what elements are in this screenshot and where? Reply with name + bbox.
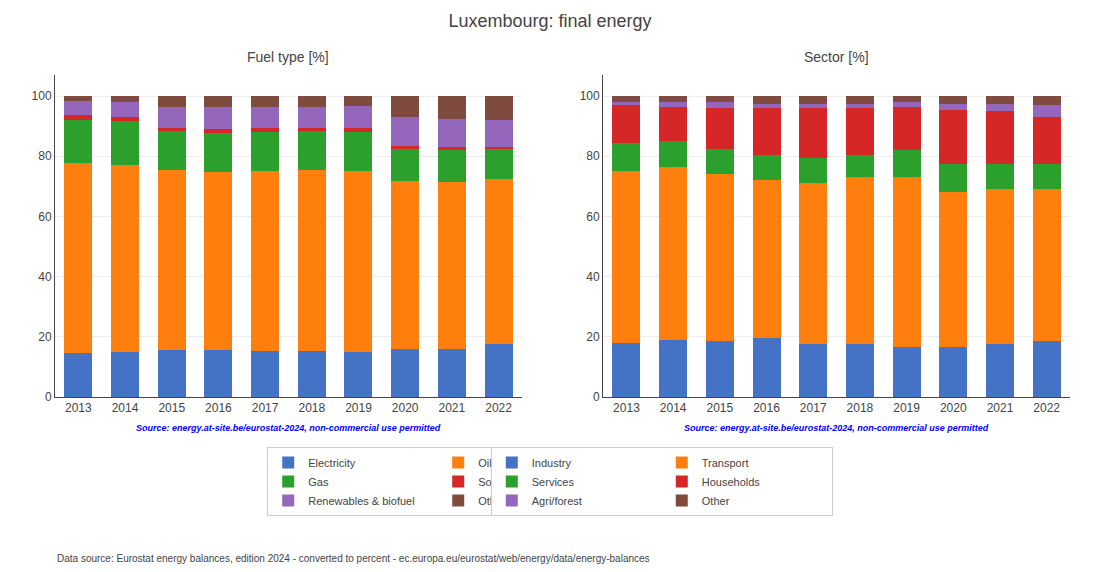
svg-text:Source: energy.at-site.be/euro: Source: energy.at-site.be/eurostat-2024,… bbox=[136, 423, 441, 433]
svg-text:Other: Other bbox=[702, 495, 730, 507]
svg-text:2018: 2018 bbox=[298, 401, 325, 415]
svg-text:Oil/petrol: Oil/petrol bbox=[478, 456, 523, 469]
svg-text:20: 20 bbox=[586, 330, 600, 344]
svg-text:Industry: Industry bbox=[532, 457, 572, 469]
svg-text:2013: 2013 bbox=[65, 401, 92, 415]
svg-text:2013: 2013 bbox=[613, 401, 640, 415]
svg-text:2022: 2022 bbox=[485, 401, 512, 415]
svg-text:Renewables & biofuel: Renewables & biofuel bbox=[308, 495, 414, 507]
svg-text:2021: 2021 bbox=[439, 401, 466, 415]
svg-text:2020: 2020 bbox=[392, 401, 419, 415]
svg-text:80: 80 bbox=[38, 149, 52, 163]
svg-text:Transport: Transport bbox=[702, 457, 749, 469]
svg-text:Gas: Gas bbox=[308, 476, 329, 488]
svg-text:2021: 2021 bbox=[987, 401, 1014, 415]
svg-text:100: 100 bbox=[32, 89, 52, 103]
svg-text:Households: Households bbox=[702, 476, 761, 488]
svg-text:0: 0 bbox=[593, 390, 600, 404]
svg-text:60: 60 bbox=[38, 210, 52, 224]
svg-text:2019: 2019 bbox=[345, 401, 372, 415]
svg-text:2015: 2015 bbox=[158, 401, 185, 415]
svg-text:Agri/forest: Agri/forest bbox=[532, 495, 582, 507]
svg-text:2016: 2016 bbox=[753, 401, 780, 415]
svg-text:Fuel type [%]: Fuel type [%] bbox=[247, 49, 329, 65]
svg-text:Sector [%]: Sector [%] bbox=[804, 49, 869, 65]
svg-text:2022: 2022 bbox=[1033, 401, 1060, 415]
svg-text:20: 20 bbox=[38, 330, 52, 344]
svg-text:2019: 2019 bbox=[893, 401, 920, 415]
svg-text:2017: 2017 bbox=[252, 401, 279, 415]
svg-text:2015: 2015 bbox=[706, 401, 733, 415]
svg-text:80: 80 bbox=[586, 149, 600, 163]
svg-text:Electricity: Electricity bbox=[308, 457, 356, 469]
svg-text:Data source: Eurostat energy b: Data source: Eurostat energy balances, e… bbox=[57, 553, 650, 564]
svg-text:2014: 2014 bbox=[112, 401, 139, 415]
svg-text:40: 40 bbox=[38, 270, 52, 284]
svg-text:2018: 2018 bbox=[847, 401, 874, 415]
svg-text:Luxembourg: final energy: Luxembourg: final energy bbox=[448, 11, 651, 31]
svg-text:100: 100 bbox=[580, 89, 600, 103]
svg-text:2017: 2017 bbox=[800, 401, 827, 415]
svg-text:Services: Services bbox=[532, 476, 575, 488]
svg-text:0: 0 bbox=[45, 390, 52, 404]
svg-text:40: 40 bbox=[586, 270, 600, 284]
svg-text:2014: 2014 bbox=[660, 401, 687, 415]
svg-text:Source: energy.at-site.be/euro: Source: energy.at-site.be/eurostat-2024,… bbox=[684, 423, 989, 433]
svg-text:2016: 2016 bbox=[205, 401, 232, 415]
svg-text:2020: 2020 bbox=[940, 401, 967, 415]
svg-text:60: 60 bbox=[586, 210, 600, 224]
